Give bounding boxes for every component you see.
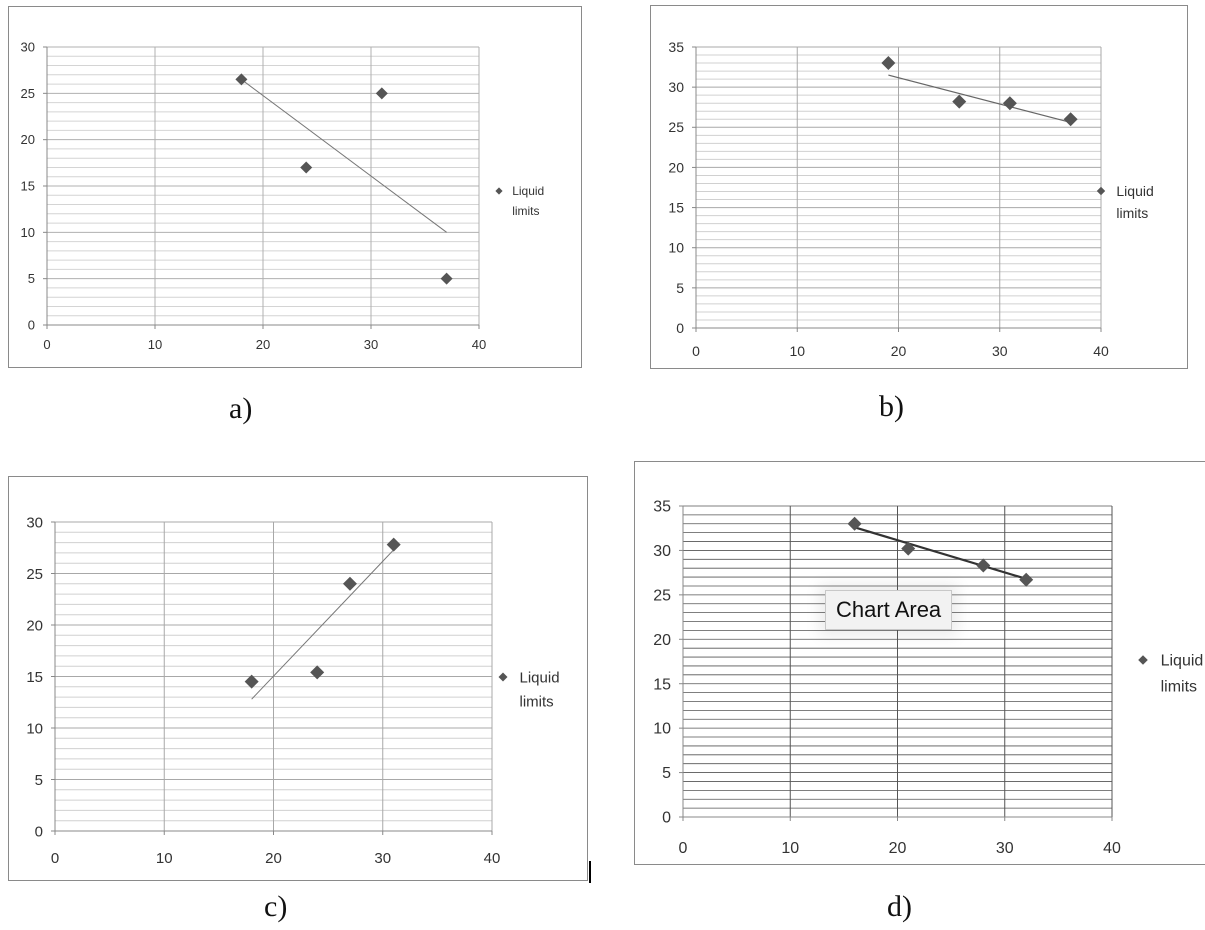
x-tick-label: 30 xyxy=(992,343,1008,359)
y-tick-label: 20 xyxy=(26,617,43,634)
y-tick-label: 20 xyxy=(21,132,35,147)
y-tick-label: 30 xyxy=(653,543,671,560)
x-tick-label: 40 xyxy=(484,850,501,867)
data-point xyxy=(1002,96,1017,111)
data-point xyxy=(235,73,248,86)
gridlines xyxy=(46,46,480,326)
x-tick-label: 30 xyxy=(364,337,378,352)
data-point xyxy=(976,558,991,573)
legend-label: Liquid xyxy=(520,669,560,686)
y-tick-label: 10 xyxy=(21,225,35,240)
legend-label: Liquid xyxy=(1116,183,1153,199)
data-point xyxy=(847,516,862,531)
x-tick-label: 30 xyxy=(374,850,391,867)
y-tick-label: 25 xyxy=(653,587,671,604)
caption-c: c) xyxy=(264,890,288,923)
legend-marker xyxy=(498,672,508,682)
x-tick-label: 10 xyxy=(156,850,173,867)
data-point xyxy=(375,87,388,100)
legend-label: Liquid xyxy=(512,184,544,198)
data-point xyxy=(386,537,401,552)
data-point xyxy=(881,56,896,71)
x-tick-label: 0 xyxy=(43,337,50,352)
x-tick-label: 40 xyxy=(472,337,486,352)
trendline xyxy=(888,74,1071,124)
y-tick-label: 30 xyxy=(26,514,43,531)
y-tick-label: 5 xyxy=(28,271,35,286)
x-tick-label: 20 xyxy=(891,343,907,359)
legend-label: limits xyxy=(520,693,554,710)
y-tick-label: 25 xyxy=(26,566,43,583)
x-tick-label: 0 xyxy=(51,850,59,867)
data-point xyxy=(1019,572,1034,587)
y-tick-label: 25 xyxy=(21,86,35,101)
x-tick-label: 0 xyxy=(679,840,688,857)
legend-label: limits xyxy=(1116,205,1148,221)
data-point xyxy=(310,665,325,680)
chart-a-svg: 0 5 10 15 20 25 30 0 10 20 30 40 Liquid limits xyxy=(21,40,545,352)
gridlines xyxy=(695,46,1102,329)
x-tick-label: 10 xyxy=(789,343,805,359)
trendline xyxy=(251,549,395,700)
y-tick-label: 0 xyxy=(28,318,35,333)
chart-panel-d[interactable]: 0 5 10 15 20 25 30 35 0 10 20 30 40 Liquid limits Char… xyxy=(634,461,1205,865)
legend-marker xyxy=(495,187,503,195)
legend-marker xyxy=(1096,186,1106,196)
y-tick-label: 15 xyxy=(21,179,35,194)
trendline xyxy=(854,526,1027,580)
legend-label: Liquid xyxy=(1161,653,1204,670)
y-tick-label: 0 xyxy=(35,823,43,840)
chart-area-tooltip: Chart Area xyxy=(825,590,953,630)
chart-b-svg: 0 5 10 15 20 25 30 35 0 10 20 30 40 Liquid limits xyxy=(668,39,1153,359)
x-tick-label: 40 xyxy=(1103,840,1121,857)
x-tick-label: 30 xyxy=(996,840,1014,857)
chart-d-svg: 0 5 10 15 20 25 30 35 0 10 20 30 40 Liquid limits xyxy=(653,499,1204,857)
y-tick-label: 10 xyxy=(668,240,684,256)
y-tick-label: 10 xyxy=(653,721,671,738)
x-tick-label: 40 xyxy=(1093,343,1109,359)
caption-b: b) xyxy=(879,390,904,423)
legend-label: limits xyxy=(1161,679,1197,696)
data-point xyxy=(1063,112,1078,127)
y-tick-label: 10 xyxy=(26,720,43,737)
gridlines xyxy=(682,505,1113,818)
y-tick-label: 20 xyxy=(653,632,671,649)
caption-d: d) xyxy=(887,890,912,923)
x-tick-label: 20 xyxy=(256,337,270,352)
x-tick-label: 0 xyxy=(692,343,700,359)
caption-a: a) xyxy=(229,392,253,425)
x-tick-label: 10 xyxy=(781,840,799,857)
legend-label: limits xyxy=(512,204,539,218)
y-tick-label: 15 xyxy=(653,676,671,693)
y-tick-label: 25 xyxy=(668,119,684,135)
trendline xyxy=(241,79,447,233)
y-tick-label: 0 xyxy=(676,320,684,336)
y-tick-label: 15 xyxy=(668,199,684,215)
stray-tick-mark xyxy=(589,861,591,883)
y-tick-label: 5 xyxy=(662,765,671,782)
chart-panel-b[interactable]: 0 5 10 15 20 25 30 35 0 10 20 30 40 Liquid limits xyxy=(650,5,1188,369)
chart-panel-a[interactable]: 0 5 10 15 20 25 30 0 10 20 30 40 Liquid limits xyxy=(8,6,582,368)
y-tick-label: 35 xyxy=(668,39,684,55)
y-tick-label: 5 xyxy=(676,280,684,296)
x-tick-label: 20 xyxy=(265,850,282,867)
y-tick-label: 30 xyxy=(21,40,35,55)
x-tick-label: 10 xyxy=(148,337,162,352)
y-tick-label: 20 xyxy=(668,159,684,175)
y-tick-label: 35 xyxy=(653,499,671,516)
data-point xyxy=(244,674,259,689)
y-tick-label: 0 xyxy=(662,810,671,827)
y-tick-label: 30 xyxy=(668,79,684,95)
y-tick-label: 15 xyxy=(26,669,43,686)
data-point xyxy=(300,161,313,174)
data-point xyxy=(440,272,453,285)
chart-c-svg: 0 5 10 15 20 25 30 0 10 20 30 40 Liquid limits xyxy=(26,514,560,867)
data-point xyxy=(952,94,967,109)
data-point xyxy=(342,576,357,591)
data-point xyxy=(901,541,916,556)
chart-panel-c[interactable]: 0 5 10 15 20 25 30 0 10 20 30 40 Liquid limits xyxy=(8,476,588,881)
y-tick-label: 5 xyxy=(35,772,43,789)
legend-marker xyxy=(1138,655,1148,665)
x-tick-label: 20 xyxy=(889,840,907,857)
